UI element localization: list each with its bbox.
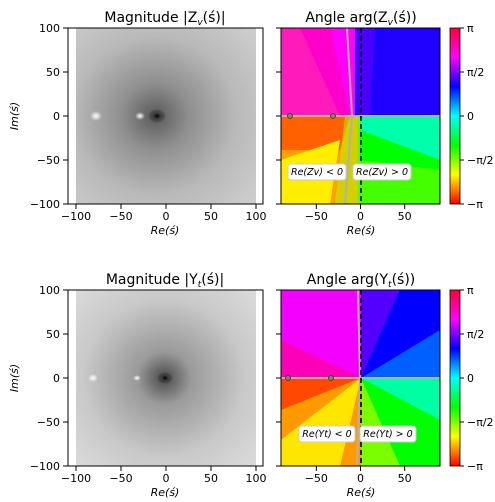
magnitude-panel-yt: Magnitude |Yt(ś)|: [67, 272, 264, 467]
x-tick-label: −100: [61, 472, 91, 485]
x-tick-label: 50: [204, 210, 218, 223]
y-tick-label: 0: [53, 110, 60, 123]
colorbar-tick-label: π: [467, 22, 474, 35]
colorbar-tick-label: π/2: [467, 328, 484, 341]
x-axis-label: Re(ś): [347, 224, 376, 237]
x-axis-label: Re(ś): [347, 486, 376, 499]
colorbar-tick-label: π/2: [467, 66, 484, 79]
x-tick-label: 50: [398, 210, 412, 223]
y-tick-label: 50: [46, 66, 60, 79]
y-axis-label: Im(ś): [8, 364, 21, 392]
y-axis-label: Im(ś): [8, 102, 21, 130]
singular-point-marker: [148, 109, 166, 123]
x-tick-label: 100: [246, 472, 267, 485]
x-tick-label: 0: [163, 210, 170, 223]
x-tick-label: 50: [398, 472, 412, 485]
annotation-box-right: [359, 425, 417, 443]
x-tick-label: −50: [109, 472, 132, 485]
colorbar-tick-label: −π: [467, 198, 483, 211]
x-tick-label: −100: [61, 210, 91, 223]
panel-title: Magnitude |Zv(ś)|: [104, 10, 225, 28]
y-tick-label: 100: [39, 284, 60, 297]
x-tick-label: 0: [357, 472, 364, 485]
annotation-right: Re(Zv) > 0: [356, 167, 408, 178]
point-marker: [285, 375, 291, 381]
y-tick-label: −100: [30, 198, 60, 211]
point-marker: [287, 113, 293, 119]
angle-panel-yt: Re(Yt) < 0 Re(Yt) > 0 Angle arg(Yt(ś)): [280, 272, 441, 467]
colorbar-tick-label: 0: [467, 372, 474, 385]
annotation-box-right: [352, 163, 412, 181]
magnitude-panel-zv: Magnitude |Zv(ś)|: [67, 10, 264, 205]
point-marker: [328, 375, 334, 381]
colorbar-2: [449, 289, 461, 467]
x-tick-label: −50: [305, 210, 328, 223]
x-tick-label: 0: [163, 472, 170, 485]
colorbar-1: [449, 27, 461, 205]
phase-heatmap: [281, 290, 440, 466]
zero-point-marker: [133, 375, 141, 381]
x-axis-label: Re(ś): [151, 224, 180, 237]
y-tick-label: −100: [30, 460, 60, 473]
angle-panel-zv: Re(Zv) < 0 Re(Zv) > 0 Angle arg(Zv(ś)): [280, 10, 441, 205]
colorbar-tick-label: 0: [467, 110, 474, 123]
zero-point-marker: [90, 111, 102, 121]
annotation-right: Re(Yt) > 0: [363, 429, 412, 440]
x-tick-label: 50: [204, 472, 218, 485]
zero-point-marker: [88, 374, 98, 382]
zero-point-marker: [135, 112, 145, 120]
x-tick-label: −50: [109, 210, 132, 223]
y-tick-label: 0: [53, 372, 60, 385]
point-marker: [330, 113, 336, 119]
x-axis-label: Re(ś): [151, 486, 180, 499]
y-tick-label: −50: [37, 154, 60, 167]
y-tick-label: −50: [37, 416, 60, 429]
y-tick-label: 50: [46, 328, 60, 341]
x-tick-label: 0: [357, 210, 364, 223]
annotation-left: Re(Yt) < 0: [302, 429, 351, 440]
panel-title: Angle arg(Zv(ś)): [305, 10, 416, 28]
colorbar-tick-label: −π/2: [467, 416, 494, 429]
y-tick-label: 100: [39, 22, 60, 35]
x-tick-label: 100: [246, 210, 267, 223]
colorbar-tick-label: −π/2: [467, 154, 494, 167]
colorbar-tick-label: π: [467, 284, 474, 297]
annotation-left: Re(Zv) < 0: [291, 167, 343, 178]
panel-title: Angle arg(Yt(ś)): [307, 272, 416, 290]
x-tick-label: −50: [305, 472, 328, 485]
singular-point-marker: [157, 372, 173, 384]
panel-title: Magnitude |Yt(ś)|: [106, 272, 224, 290]
annotation-box-left: [298, 425, 356, 443]
annotation-box-left: [287, 163, 347, 181]
colorbar-tick-label: −π: [467, 460, 483, 473]
